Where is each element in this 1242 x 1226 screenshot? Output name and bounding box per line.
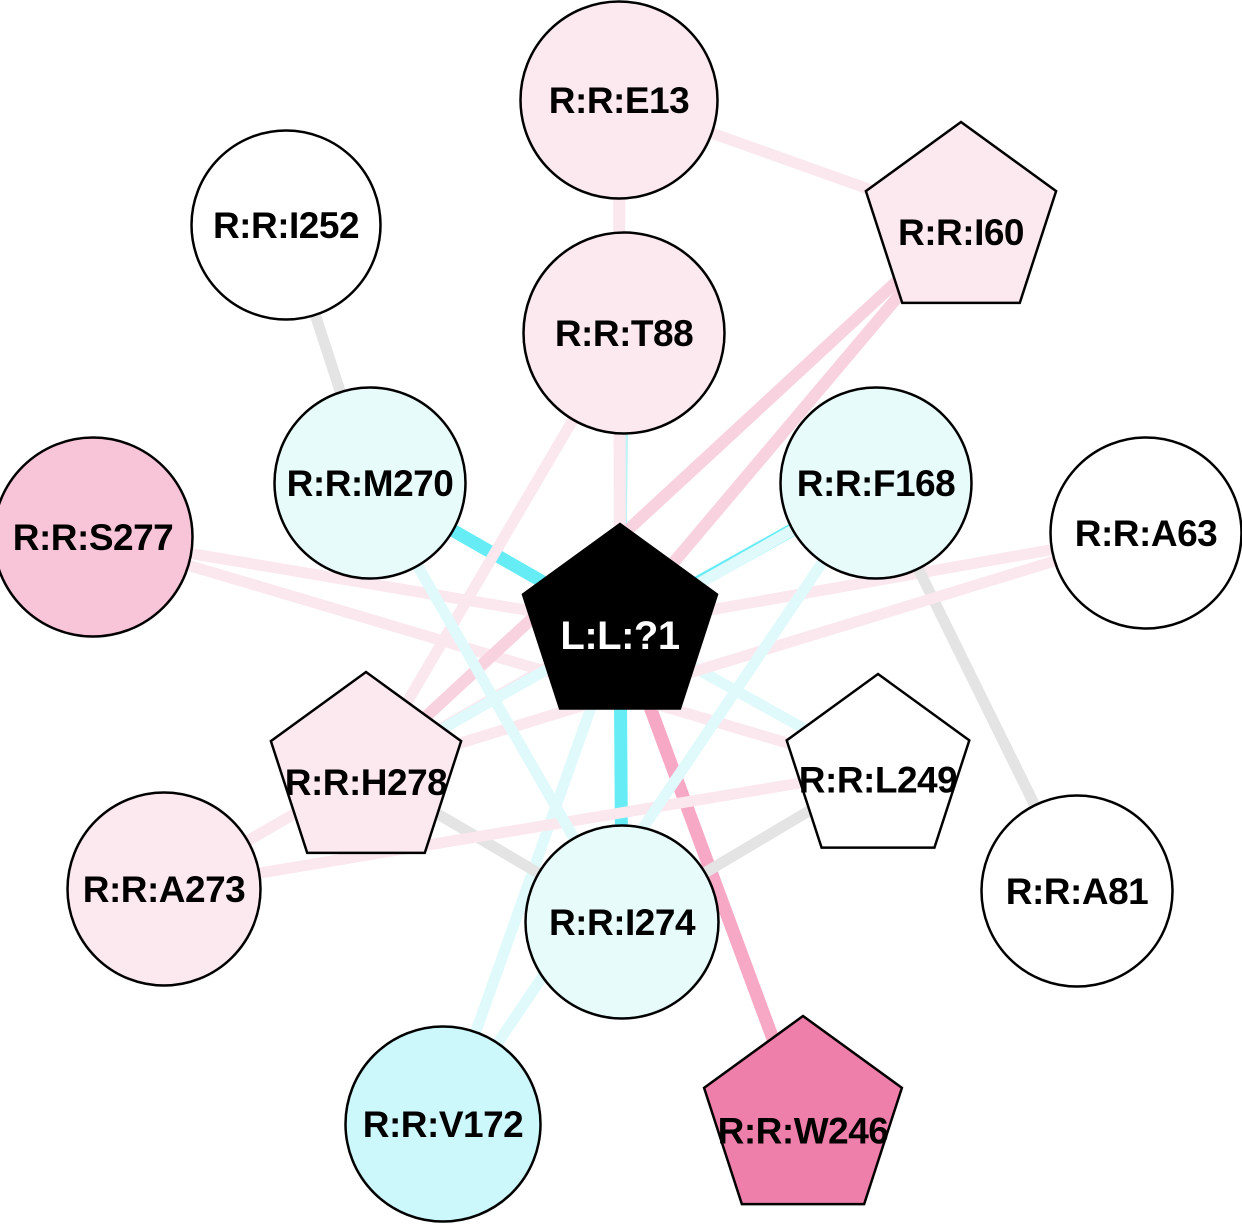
graph-node-s277[interactable]: R:R:S277 [0, 436, 194, 638]
node-circle-shape [1049, 436, 1242, 630]
graph-node-i252[interactable]: R:R:I252 [190, 129, 382, 321]
graph-node-a81[interactable]: R:R:A81 [980, 794, 1174, 988]
graph-node-w246[interactable]: R:R:W246 [699, 1014, 907, 1224]
node-circle-shape [524, 824, 720, 1020]
graph-node-i60[interactable]: R:R:I60 [861, 120, 1061, 322]
graph-node-h278[interactable]: R:R:H278 [266, 670, 466, 872]
node-circle-shape [273, 386, 467, 580]
graph-node-l249[interactable]: R:R:L249 [782, 672, 974, 866]
graph-edge [163, 764, 879, 895]
graph-node-a273[interactable]: R:R:A273 [66, 791, 262, 987]
node-circle-shape [190, 129, 382, 321]
graph-node-i274[interactable]: R:R:I274 [524, 824, 720, 1020]
node-pentagon-shape [269, 670, 463, 855]
graph-node-t88[interactable]: R:R:T88 [522, 231, 726, 435]
graph-edge [361, 217, 966, 777]
node-pentagon-shape [702, 1014, 904, 1206]
graph-node-ligand[interactable]: L:L:?1 [518, 522, 722, 728]
graph-node-m270[interactable]: R:R:M270 [273, 386, 467, 580]
graph-node-e13[interactable]: R:R:E13 [519, 0, 719, 200]
node-pentagon-shape [864, 120, 1058, 305]
node-circle-shape [66, 791, 262, 987]
node-circle-shape [980, 794, 1174, 988]
graph-node-f168[interactable]: R:R:F168 [779, 386, 973, 580]
node-circle-shape [522, 231, 726, 435]
node-circle-shape [519, 0, 719, 200]
node-circle-shape [779, 386, 973, 580]
node-circle-shape [0, 436, 194, 638]
node-circle-shape [344, 1025, 542, 1223]
graph-edge [438, 479, 881, 1128]
graph-node-a63[interactable]: R:R:A63 [1049, 436, 1242, 630]
node-pentagon-shape [521, 522, 719, 710]
node-pentagon-shape [785, 672, 971, 849]
graph-node-v172[interactable]: R:R:V172 [344, 1025, 542, 1223]
